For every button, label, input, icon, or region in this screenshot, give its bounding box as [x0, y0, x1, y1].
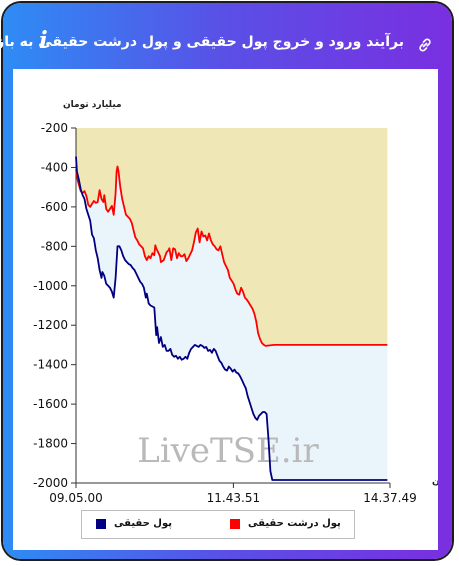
- series-line-real: [75, 156, 388, 481]
- chart-legend: پول حقیقی پول درشت حقیقی: [81, 510, 355, 539]
- x-tick-label: 11.43.51: [207, 491, 260, 505]
- series-line-large-real: [75, 165, 388, 347]
- link-icon[interactable]: [416, 36, 434, 54]
- x-tick-label: 09.05.00: [49, 491, 102, 505]
- legend-swatch-large-real: [230, 519, 240, 529]
- y-tick-label: -400: [41, 160, 68, 174]
- y-tick-label: -1200: [33, 318, 68, 332]
- x-tick-label: 14.37.49: [363, 491, 416, 505]
- y-axis-label: میلیارد تومان: [63, 100, 122, 110]
- watermark: LiveTSE.ir: [137, 431, 319, 471]
- chart-svg: -200 -400 -600 -800 -1000 -1200 -1400 -1600 -180…: [33, 100, 438, 505]
- chart-title: برآیند ورود و خروج پول حقیقی و پول درشت …: [0, 34, 404, 50]
- y-tick-label: -600: [41, 200, 68, 214]
- widget-frame: i برآیند ورود و خروج پول حقیقی و پول درش…: [0, 3, 452, 559]
- y-tick-label: -1800: [33, 437, 68, 451]
- y-tick-label: -1600: [33, 397, 68, 411]
- legend-label-large-real: پول درشت حقیقی: [248, 518, 341, 529]
- y-tick-label: -200: [41, 121, 68, 135]
- legend-swatch-real: [96, 519, 106, 529]
- area-above-large-real: [76, 128, 388, 346]
- info-icon[interactable]: i: [39, 27, 48, 54]
- y-tick-label: -1000: [33, 279, 68, 293]
- y-tick-label: -800: [41, 239, 68, 253]
- legend-label-real: پول حقیقی: [114, 518, 172, 529]
- area-between-series: [76, 156, 388, 481]
- x-axis-label: زمان: [432, 477, 438, 487]
- widget-header: i برآیند ورود و خروج پول حقیقی و پول درش…: [0, 3, 452, 65]
- y-tick-label: -2000: [33, 476, 68, 490]
- y-tick-label: -1400: [33, 358, 68, 372]
- chart-panel: -200 -400 -600 -800 -1000 -1200 -1400 -1600 -180…: [13, 69, 438, 550]
